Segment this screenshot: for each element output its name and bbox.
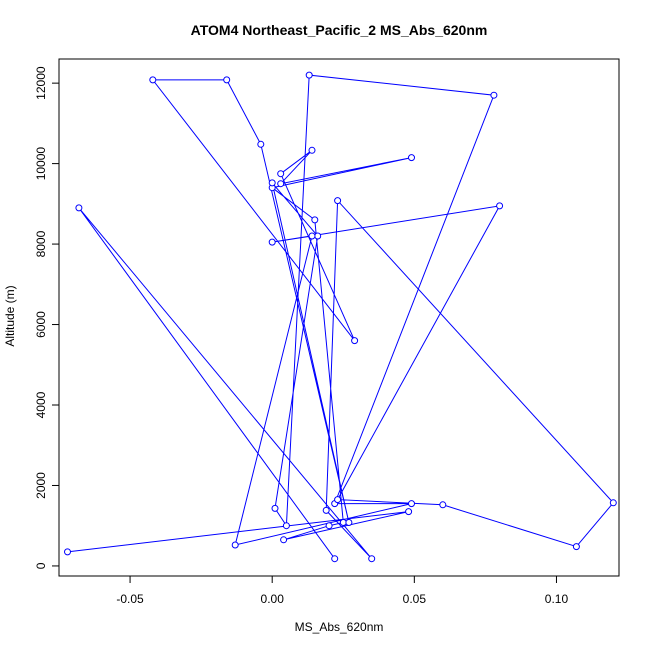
y-axis-label: Altitude (m) xyxy=(3,285,17,346)
data-point xyxy=(268,179,276,187)
data-point xyxy=(308,232,316,240)
data-point xyxy=(334,496,342,504)
data-point xyxy=(408,154,415,162)
data-point xyxy=(334,197,342,205)
y-tick-label: 10000 xyxy=(34,147,48,181)
data-point xyxy=(325,522,333,530)
data-point xyxy=(496,202,504,210)
x-axis-label: MS_Abs_620nm xyxy=(295,620,384,634)
data-point xyxy=(277,170,285,178)
x-tick-label: 0.05 xyxy=(403,592,427,606)
x-tick-label: -0.05 xyxy=(116,592,144,606)
data-point xyxy=(149,76,157,84)
data-point xyxy=(257,140,265,148)
data-point xyxy=(268,238,276,246)
data-point xyxy=(609,499,617,507)
x-tick-label: 0.00 xyxy=(261,592,285,606)
data-point xyxy=(305,71,313,79)
data-point xyxy=(572,543,580,551)
y-tick-label: 8000 xyxy=(34,230,48,257)
data-point xyxy=(223,76,231,84)
y-tick-label: 4000 xyxy=(34,391,48,418)
data-point xyxy=(75,204,83,212)
data-point xyxy=(439,501,447,509)
data-point xyxy=(331,555,339,563)
data-point xyxy=(231,541,239,549)
series-line xyxy=(67,74,614,560)
y-axis: 0 2000 4000 6000 8000 10000 12000 xyxy=(34,66,60,569)
data-point xyxy=(351,337,359,345)
data-point xyxy=(64,548,71,556)
y-tick-label: 0 xyxy=(34,562,48,569)
y-tick-label: 6000 xyxy=(34,311,48,338)
data-point xyxy=(368,555,376,563)
data-point xyxy=(280,536,288,544)
y-tick-label: 2000 xyxy=(34,472,48,499)
y-tick-label: 12000 xyxy=(34,66,48,100)
data-point xyxy=(271,504,279,512)
data-point xyxy=(490,91,498,99)
x-axis: -0.05 0.00 0.05 0.10 xyxy=(116,575,569,606)
data-point xyxy=(405,508,413,516)
data-point xyxy=(345,519,353,526)
data-point xyxy=(282,522,290,530)
data-point xyxy=(314,232,322,240)
chart-title: ATOM4 Northeast_Pacific_2 MS_Abs_620nm xyxy=(191,22,488,38)
series-layer xyxy=(64,71,617,563)
x-tick-label: 0.10 xyxy=(545,592,569,606)
data-point xyxy=(322,506,330,514)
data-point xyxy=(277,180,285,188)
data-point xyxy=(308,146,316,154)
data-point xyxy=(311,216,319,224)
data-point xyxy=(408,500,415,508)
